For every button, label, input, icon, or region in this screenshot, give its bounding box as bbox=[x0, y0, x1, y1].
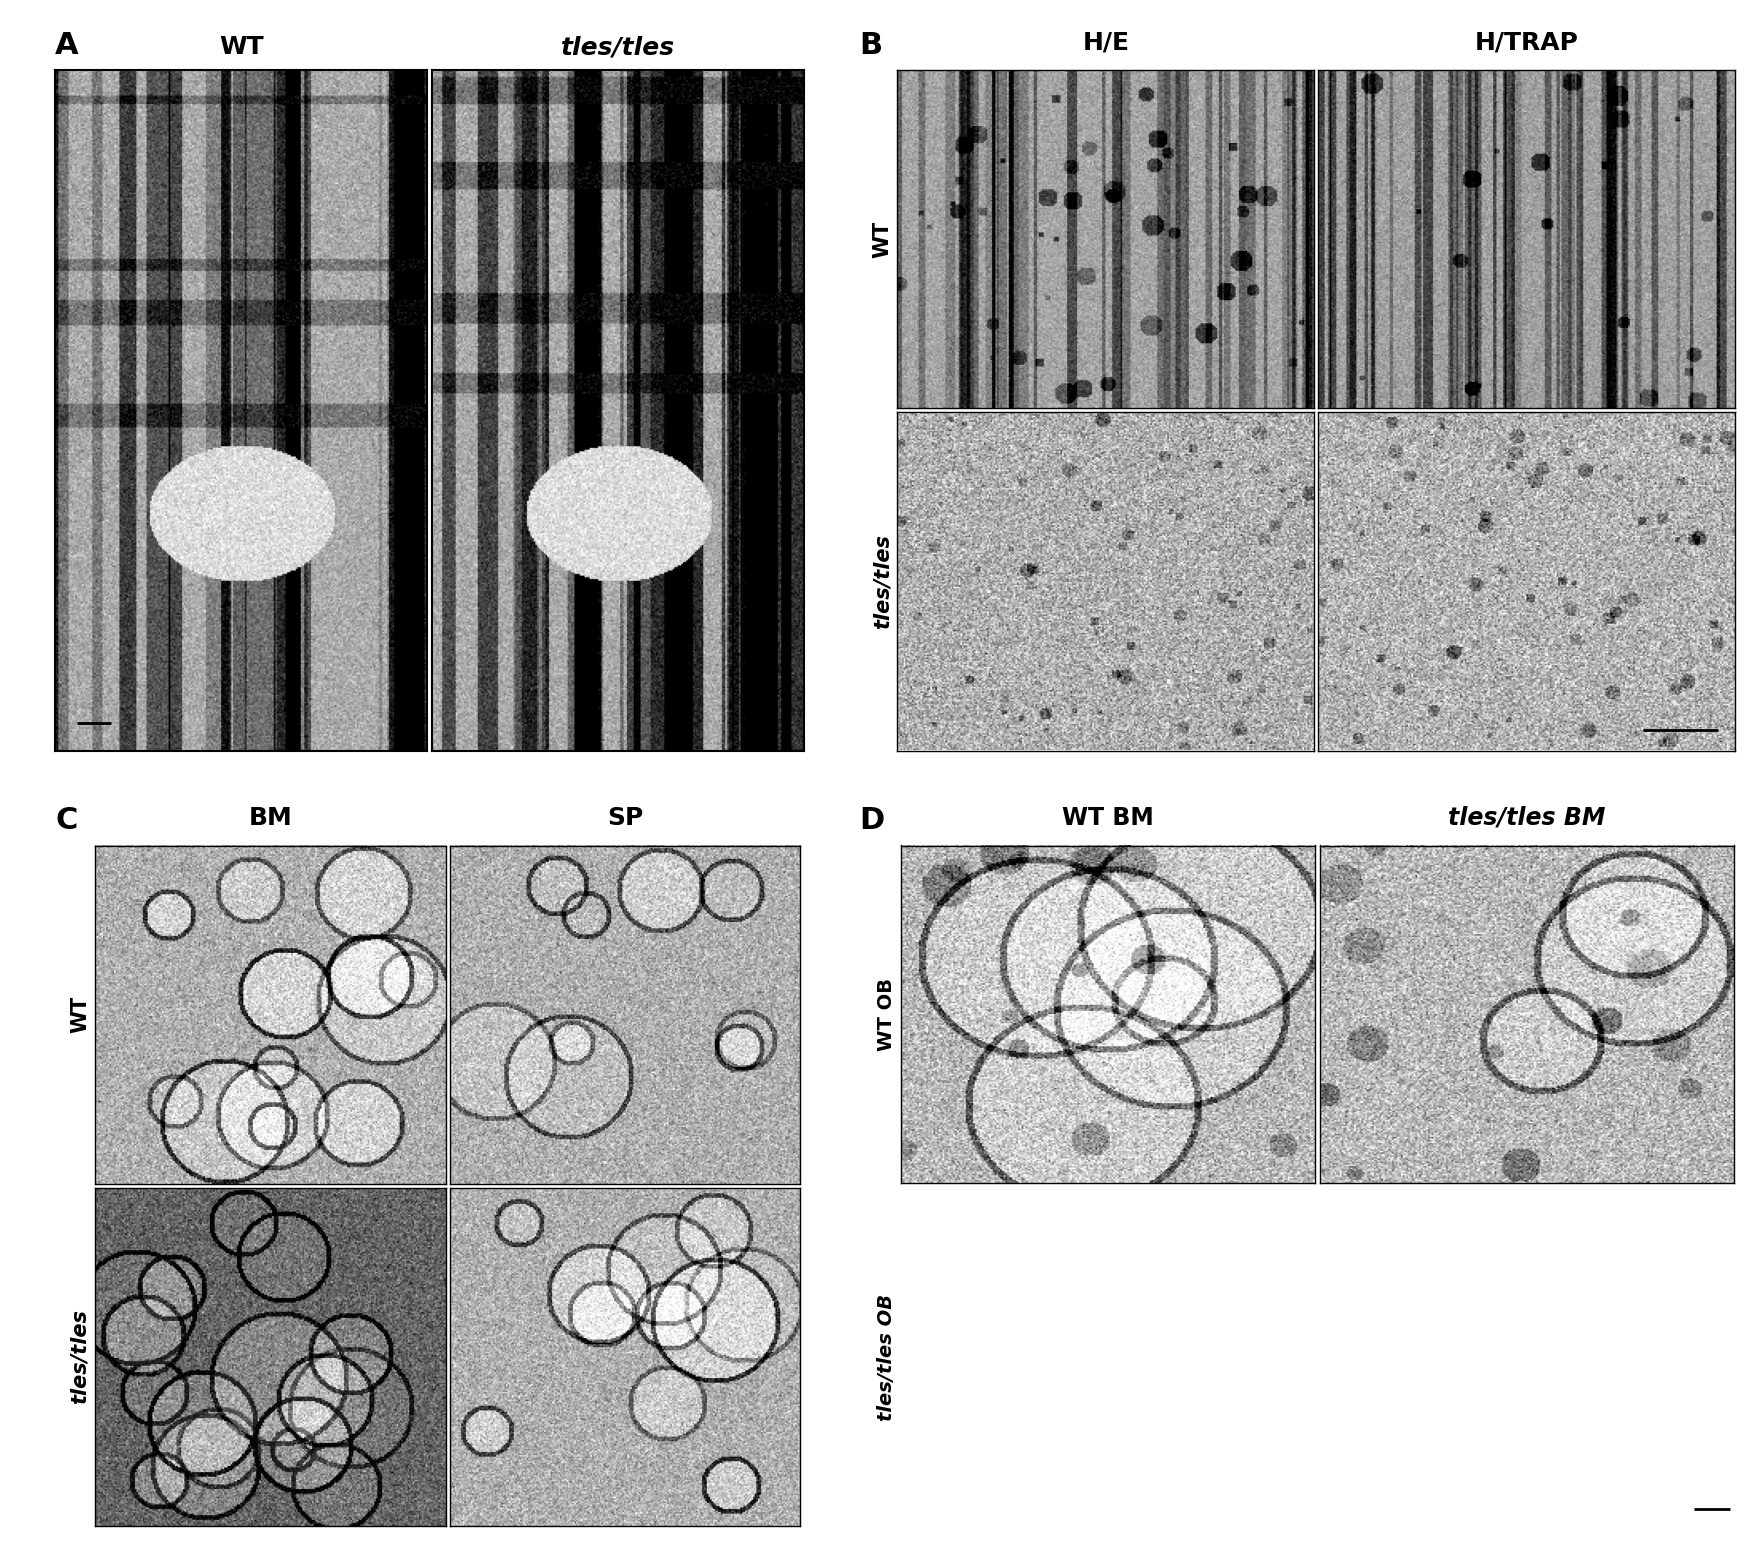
Text: tles/tles BM: tles/tles BM bbox=[1449, 807, 1605, 830]
Text: WT BM: WT BM bbox=[1063, 807, 1154, 830]
Text: tles/tles OB: tles/tles OB bbox=[877, 1294, 896, 1421]
Text: tles/tles: tles/tles bbox=[70, 1309, 89, 1404]
Text: WT: WT bbox=[219, 36, 263, 59]
Text: tles/tles: tles/tles bbox=[561, 36, 675, 59]
Text: A: A bbox=[54, 31, 79, 59]
Text: C: C bbox=[54, 807, 77, 834]
Text: B: B bbox=[859, 31, 882, 59]
Text: WT: WT bbox=[70, 996, 89, 1033]
Text: D: D bbox=[859, 807, 884, 834]
Text: SP: SP bbox=[607, 807, 644, 830]
Text: H/TRAP: H/TRAP bbox=[1475, 31, 1579, 54]
Text: WT OB: WT OB bbox=[877, 977, 896, 1052]
Text: BM: BM bbox=[249, 807, 293, 830]
Text: WT: WT bbox=[872, 220, 893, 257]
Text: H/E: H/E bbox=[1082, 31, 1130, 54]
Text: tles/tles: tles/tles bbox=[872, 534, 893, 628]
